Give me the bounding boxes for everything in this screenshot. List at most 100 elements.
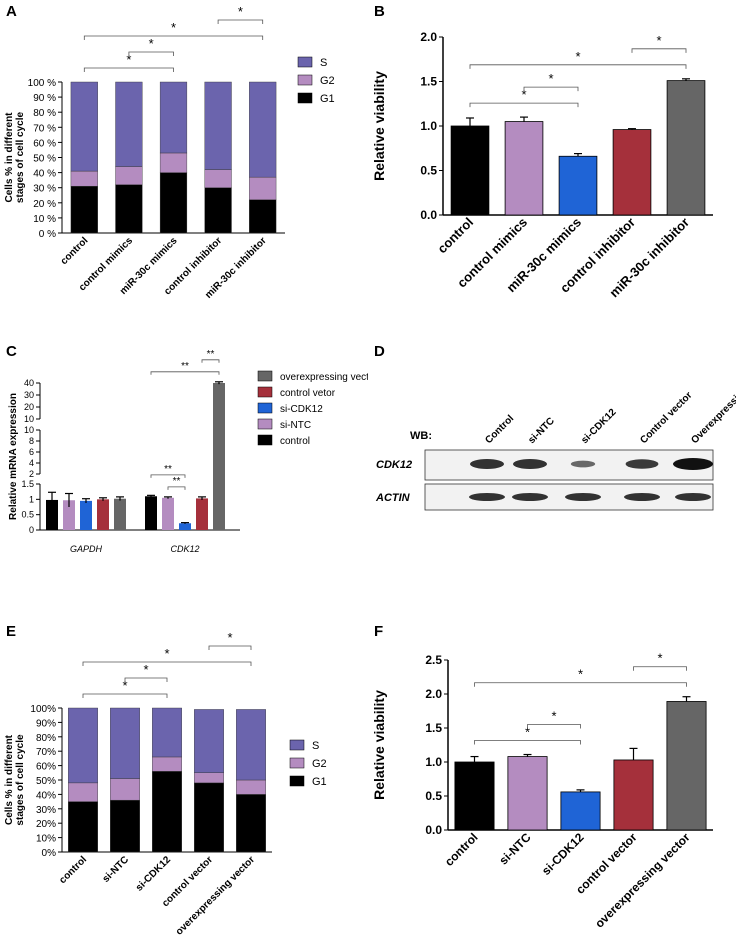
bar [46, 499, 58, 530]
significance-bracket [128, 51, 174, 56]
y-tick-label: 80% [36, 733, 56, 744]
legend-label: G1 [320, 93, 335, 105]
legend-swatch [257, 386, 273, 398]
y-tick-label: 90% [36, 718, 56, 729]
x-tick-label: overexpressing vector [174, 854, 257, 937]
y-tick-label: 60 % [33, 138, 56, 149]
bar-segment [194, 772, 224, 784]
y-tick-label: 0.0 [425, 823, 442, 837]
legend-label: si-NTC [280, 420, 311, 431]
y-tick-label: 0.5 [420, 164, 437, 178]
significance-label: ** [207, 349, 215, 360]
y-tick-label: 10% [36, 834, 56, 845]
blot-band [570, 460, 596, 468]
legend-swatch [297, 74, 313, 86]
y-tick-label: 50 % [33, 154, 56, 165]
bar-segment [204, 169, 232, 188]
y-tick-label: 0.0 [420, 208, 437, 222]
bar-segment [68, 801, 98, 853]
bar [145, 496, 157, 530]
significance-label: * [143, 662, 148, 677]
y-tick-label: 1.5 [425, 721, 442, 735]
y-tick-label: 30 [24, 390, 34, 400]
significance-label: * [126, 52, 131, 67]
bar-segment [152, 771, 182, 853]
legend-swatch [289, 775, 305, 787]
bar [450, 125, 490, 216]
significance-label: * [657, 651, 662, 666]
blot-label: WB: [410, 430, 432, 442]
bar [558, 155, 598, 216]
y-tick-label: 8 [29, 436, 34, 446]
legend-label: overexpressing vector [280, 372, 368, 383]
bar-segment [236, 794, 266, 853]
y-tick-label: 40% [36, 790, 56, 801]
bar [213, 383, 225, 530]
x-tick-label: control [442, 830, 481, 869]
bar-segment [236, 709, 266, 781]
significance-bracket [124, 677, 168, 682]
panel-e: E 0% 10% 20% 30% 40% 50% 60% 70% 80% 90% 100% Cells … [4, 623, 327, 938]
significance-bracket [474, 740, 581, 745]
significance-label: * [548, 71, 553, 86]
significance-bracket [523, 86, 579, 92]
significance-bracket [469, 64, 687, 69]
bar-segment [204, 187, 232, 234]
y-tick-label: 2 [29, 469, 34, 479]
panel-letter: E [6, 623, 16, 640]
significance-label: * [656, 33, 661, 48]
bar-segment [115, 81, 143, 167]
bar [179, 523, 191, 530]
panel-d: D WB: Control si-NTC si-CDK12 Control vecto… [374, 343, 736, 511]
y-tick-label: 1.0 [420, 119, 437, 133]
legend-label: G2 [320, 75, 335, 87]
legend-label: S [320, 57, 327, 69]
y-tick-label: 90 % [33, 93, 56, 104]
significance-label: * [521, 87, 526, 102]
y-tick-label: 2.5 [425, 653, 442, 667]
significance-bracket [82, 693, 168, 698]
significance-bracket [83, 67, 174, 72]
y-tick-label: 100 % [28, 78, 56, 89]
legend-label: si-CDK12 [280, 404, 323, 415]
y-tick-label: 50% [36, 776, 56, 787]
significance-bracket [201, 359, 220, 363]
y-tick-label: 0% [42, 848, 57, 859]
significance-label: * [238, 4, 243, 19]
panel-b: B 0.0 0.5 1.0 1.5 2.0 Relative viability contro… [371, 3, 713, 300]
x-tick-label: control [59, 235, 91, 267]
y-tick-label: 0 % [39, 229, 56, 240]
blot-column-label: Control vector [638, 390, 694, 446]
panel-letter: A [6, 3, 17, 20]
y-tick-label: 1.5 [420, 75, 437, 89]
bar [666, 701, 707, 831]
bar-segment [70, 185, 98, 234]
y-tick-label: 4 [29, 458, 34, 468]
x-tick-label: si-CDK12 [539, 830, 587, 878]
y-tick-label: 0 [29, 525, 34, 535]
bar-segment [110, 707, 140, 779]
bar-segment [70, 170, 98, 187]
significance-bracket [469, 102, 579, 108]
y-tick-label: 80 % [33, 108, 56, 119]
blot-row-label: ACTIN [375, 492, 411, 504]
blot-band [675, 493, 711, 501]
significance-bracket [217, 19, 264, 24]
y-axis-label: Cells % in differentstages of cell cycle [4, 734, 26, 826]
y-tick-label: 70% [36, 747, 56, 758]
bar-segment [110, 778, 140, 801]
significance-bracket [527, 724, 581, 729]
bar-segment [249, 81, 277, 178]
legend-label: G1 [312, 776, 327, 788]
panel-f: F 0.0 0.5 1.0 1.5 2.0 2.5 Relative viability con… [371, 623, 713, 931]
significance-label: ** [173, 476, 181, 487]
panel-letter: F [374, 623, 383, 640]
bar [114, 498, 126, 530]
blot-column-label: si-CDK12 [579, 407, 619, 447]
y-tick-label: 100% [30, 704, 56, 715]
significance-label: * [551, 709, 556, 724]
blot-column-label: Overexpressing vector [689, 362, 736, 446]
panel-a: A 0 % 10 % 20 % 30 % 40 % 50 % 60 % 70 % 80 % 90 %… [4, 3, 335, 300]
bar-segment [70, 81, 98, 172]
blot-column-label: si-NTC [526, 416, 557, 447]
